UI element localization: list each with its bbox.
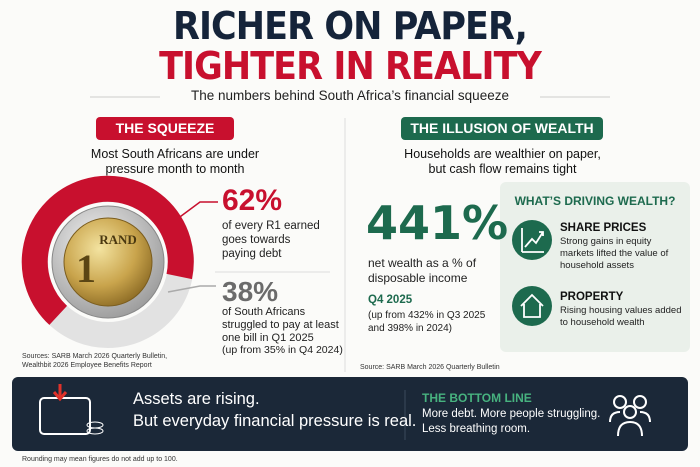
icon-people xyxy=(609,395,651,437)
wealth-period: Q4 2025 xyxy=(368,294,413,306)
driver-title: SHARE PRICES xyxy=(560,222,647,234)
icon-house xyxy=(512,286,552,326)
footnote: Rounding may mean figures do not add up … xyxy=(22,456,178,463)
sources: Sources: SARB March 2026 Quarterly Bulle… xyxy=(22,353,168,369)
driver-text: Strong gains in equity markets lifted th… xyxy=(560,236,669,271)
intro: Households are wealthier on paper, but c… xyxy=(404,147,601,176)
subtitle: The numbers behind South Africa’s financ… xyxy=(191,88,509,103)
coin-label: RAND xyxy=(99,232,137,247)
coin-center xyxy=(63,217,153,307)
bottom-line2: But everyday financial pressure is real. xyxy=(133,412,417,430)
icon-chart-glyph xyxy=(521,228,544,253)
bottom-line1: Assets are rising. xyxy=(133,390,260,408)
bottom-label: THE BOTTOM LINE xyxy=(422,391,532,405)
driver-title: PROPERTY xyxy=(560,291,624,303)
badge: THE SQUEEZE xyxy=(96,117,234,140)
stat-text: of South Africans struggled to pay at le… xyxy=(222,306,339,344)
title-line2: TIGHTER IN REALITY xyxy=(159,44,542,88)
bottom-text: More debt. More people struggling. Less … xyxy=(422,408,601,435)
stat-value: 38% xyxy=(222,276,279,307)
icon-house-glyph xyxy=(520,293,544,318)
drivers-title: WHAT’S DRIVING WEALTH? xyxy=(514,194,676,208)
title-line1: RICHER ON PAPER, xyxy=(172,4,528,48)
stat-note: (up from 35% in Q4 2024) xyxy=(222,344,343,356)
icon-arrow xyxy=(52,384,68,402)
source: Source: SARB March 2026 Quarterly Bullet… xyxy=(360,364,500,371)
stat-text: of every R1 earned goes towards paying d… xyxy=(222,220,320,260)
coin-value: 1 xyxy=(76,246,96,291)
badge: THE ILLUSION OF WEALTH xyxy=(401,117,603,140)
donut-arc xyxy=(21,175,194,325)
icon-coin xyxy=(86,421,104,429)
pointer xyxy=(167,285,216,293)
driver-text: Rising housing values added to household… xyxy=(560,305,682,328)
icon-wallet xyxy=(39,397,91,435)
intro: Most South Africans are under pressure m… xyxy=(90,147,260,176)
wealth-value: 441% xyxy=(366,196,509,250)
pointer xyxy=(164,201,218,229)
wealth-text: net wealth as a % of disposable income xyxy=(368,256,477,285)
wealth-note: (up from 432% in Q3 2025 and 398% in 202… xyxy=(368,310,486,334)
stat-value: 62% xyxy=(222,184,283,217)
bottom-bar xyxy=(12,377,688,451)
